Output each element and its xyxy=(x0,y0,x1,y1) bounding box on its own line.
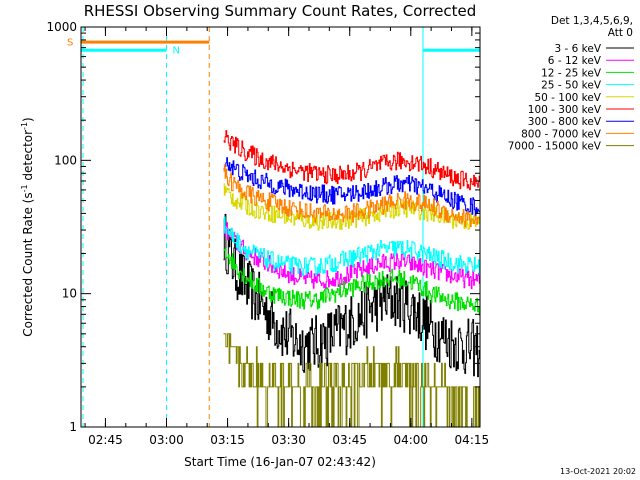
legend-entry-label: 12 - 25 keV xyxy=(541,67,602,79)
x-axis-label: Start Time (16-Jan-07 02:43:42) xyxy=(184,455,376,469)
series-line xyxy=(223,213,481,378)
y-tick-label: 10 xyxy=(62,287,77,301)
flag-bars: SN xyxy=(67,38,480,57)
x-tick-label: 03:45 xyxy=(332,433,367,447)
x-tick-label: 04:00 xyxy=(393,433,428,447)
legend-entry-label: 7000 - 15000 keV xyxy=(508,141,602,153)
series-line xyxy=(223,248,481,316)
data-series xyxy=(223,130,481,428)
x-tick-label: 02:45 xyxy=(88,433,123,447)
legend-entry-label: 3 - 6 keV xyxy=(554,43,601,55)
x-tick-label: 03:15 xyxy=(210,433,245,447)
footer-timestamp: 13-Oct-2021 20:02 xyxy=(560,467,636,476)
x-tick-label: 03:00 xyxy=(149,433,184,447)
legend-entry-label: 100 - 300 keV xyxy=(528,104,602,116)
plot-frame xyxy=(80,26,481,428)
legend-entry-label: 50 - 100 keV xyxy=(534,92,601,104)
x-axis: 02:45 03:00 03:15 03:30 03:45 04:00 04:15 xyxy=(84,27,490,447)
series-line xyxy=(223,164,481,228)
series-line xyxy=(223,333,480,428)
y-tick-label: 1 xyxy=(69,420,77,434)
flag-label: S xyxy=(67,38,73,49)
y-axis-label: Corrected Count Rate (s-1 detector-1) xyxy=(20,117,35,336)
legend-header: Att 0 xyxy=(608,27,633,39)
chart-title: RHESSI Observing Summary Count Rates, Co… xyxy=(84,2,477,20)
legend-entry-label: 6 - 12 keV xyxy=(548,55,602,67)
series-line xyxy=(223,216,481,276)
series-line xyxy=(223,130,481,191)
series-line xyxy=(223,157,481,216)
y-tick-label: 100 xyxy=(54,153,77,167)
x-tick-label: 03:30 xyxy=(271,433,306,447)
legend-entry-label: 800 - 7000 keV xyxy=(521,128,602,140)
legend-header: Det 1,3,4,5,6,9, xyxy=(551,15,633,27)
legend-entry-label: 25 - 50 keV xyxy=(541,80,602,92)
y-tick-label: 1000 xyxy=(46,20,77,34)
x-tick-label: 04:15 xyxy=(455,433,490,447)
flag-label: N xyxy=(173,46,180,57)
legend-entry-label: 300 - 800 keV xyxy=(528,116,602,128)
y-axis: 1 10 100 1000 xyxy=(46,20,480,434)
